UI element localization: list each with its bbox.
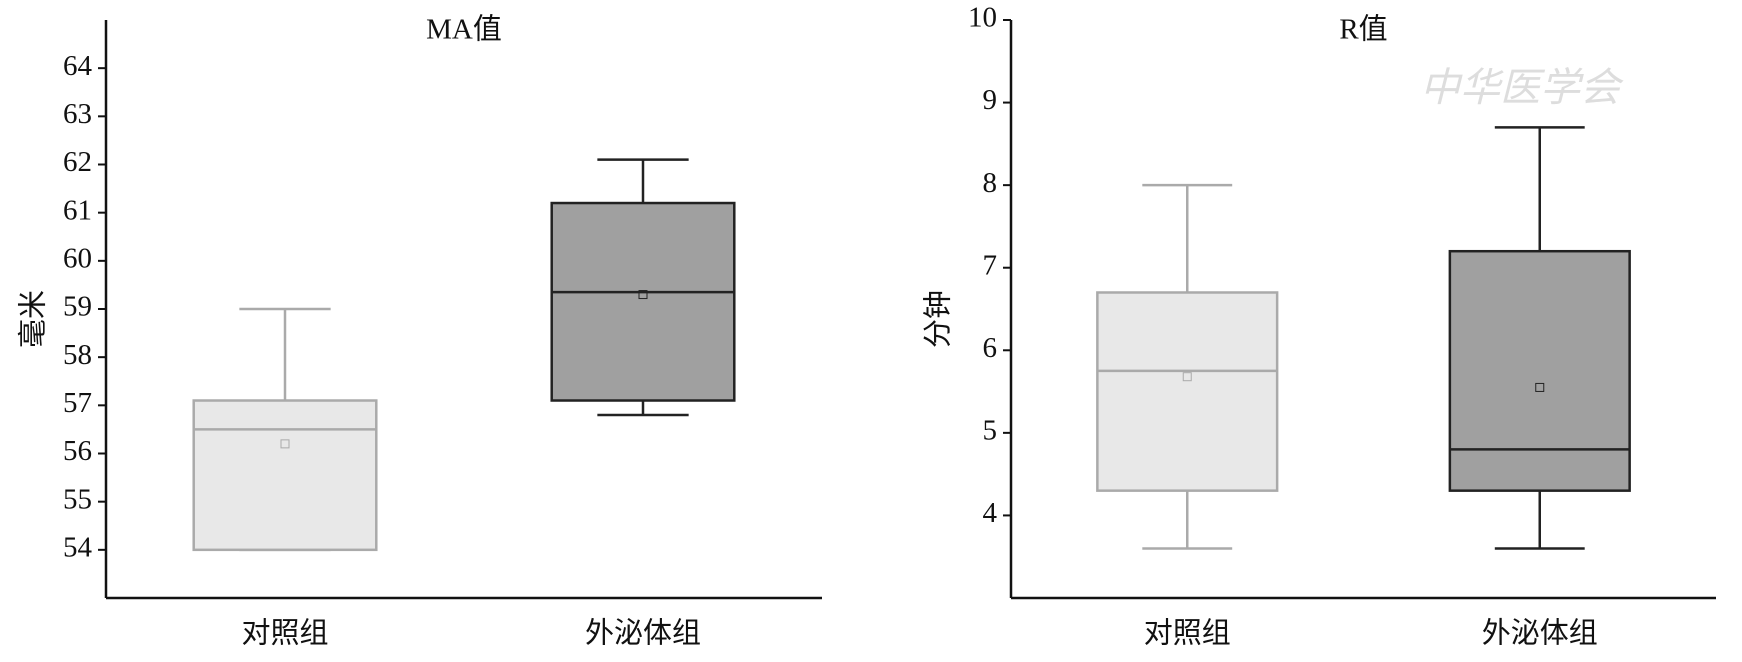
y-tick-label: 6 <box>983 332 998 364</box>
y-tick-label: 58 <box>63 339 92 371</box>
mean-marker <box>280 439 290 449</box>
y-tick-label: 55 <box>63 483 92 515</box>
x-tick-label: 外泌体组 <box>585 617 701 650</box>
mean-marker <box>638 290 648 300</box>
mean-marker <box>1535 382 1545 392</box>
x-tick-label: 对照组 <box>241 617 328 650</box>
y-tick-label: 7 <box>983 249 998 281</box>
y-tick-label: 54 <box>63 531 93 563</box>
y-axis-title: 毫米 <box>17 290 50 348</box>
y-tick-label: 5 <box>983 415 998 447</box>
y-tick-label: 59 <box>63 291 92 323</box>
box <box>550 201 736 402</box>
y-tick-label: 62 <box>63 146 92 178</box>
chart-title: R值 <box>1339 13 1387 46</box>
y-tick-label: 8 <box>983 167 998 199</box>
box <box>192 399 378 552</box>
y-tick-label: 4 <box>983 497 998 529</box>
y-tick-label: 57 <box>63 387 92 419</box>
y-tick-label: 60 <box>63 242 92 274</box>
chart-title: MA值 <box>426 13 502 46</box>
y-tick-label: 10 <box>968 2 997 34</box>
y-tick-label: 63 <box>63 98 92 130</box>
y-tick-label: 64 <box>63 50 93 82</box>
x-tick-label: 外泌体组 <box>1482 617 1598 650</box>
x-tick-label: 对照组 <box>1144 617 1231 650</box>
y-tick-label: 56 <box>63 435 92 467</box>
box <box>1096 291 1279 492</box>
watermark: 中华医学会 <box>1420 65 1624 110</box>
mean-marker <box>1182 372 1192 382</box>
y-tick-label: 9 <box>983 84 998 116</box>
y-axis-title: 分钟 <box>922 290 955 348</box>
box <box>1448 249 1631 492</box>
y-tick-label: 61 <box>63 194 92 226</box>
